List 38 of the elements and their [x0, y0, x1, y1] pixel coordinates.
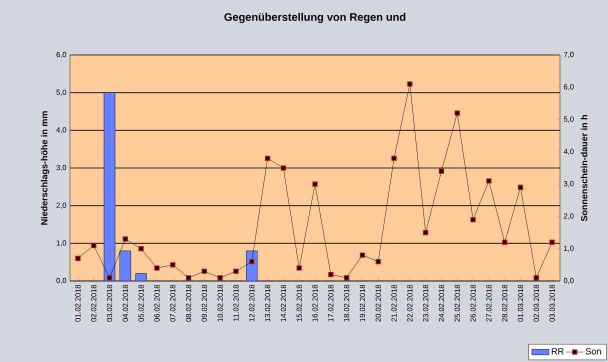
point	[376, 259, 381, 264]
point	[328, 272, 334, 278]
point	[486, 178, 492, 184]
point	[438, 168, 444, 174]
point	[75, 256, 81, 261]
point	[470, 217, 476, 222]
point	[154, 265, 160, 271]
bar	[120, 250, 131, 281]
point	[233, 268, 239, 274]
point	[218, 275, 223, 280]
point	[264, 156, 270, 161]
point	[170, 262, 176, 268]
point	[122, 236, 128, 242]
y2-axis-title: Sonnenschein-dauer in h	[580, 115, 588, 222]
legend-label: Son	[586, 348, 601, 355]
point	[534, 275, 539, 280]
point	[106, 275, 112, 280]
point	[502, 240, 508, 245]
point	[312, 182, 318, 187]
point	[91, 242, 96, 248]
point	[202, 268, 207, 274]
point	[280, 165, 286, 171]
point	[138, 246, 144, 252]
y-axis-title: Niederschlags-höhe in mm	[40, 111, 50, 225]
point	[407, 81, 412, 87]
point	[344, 275, 350, 280]
point	[518, 184, 524, 190]
point	[423, 230, 428, 236]
point	[454, 110, 460, 116]
point	[550, 240, 555, 245]
point	[360, 252, 366, 258]
point	[186, 275, 192, 280]
chart-title: Gegenüberstellung von Regen und	[224, 12, 406, 24]
point	[296, 265, 302, 271]
point	[391, 156, 397, 161]
bar	[104, 92, 116, 281]
legend-label: RR	[552, 348, 564, 354]
point	[249, 259, 254, 264]
